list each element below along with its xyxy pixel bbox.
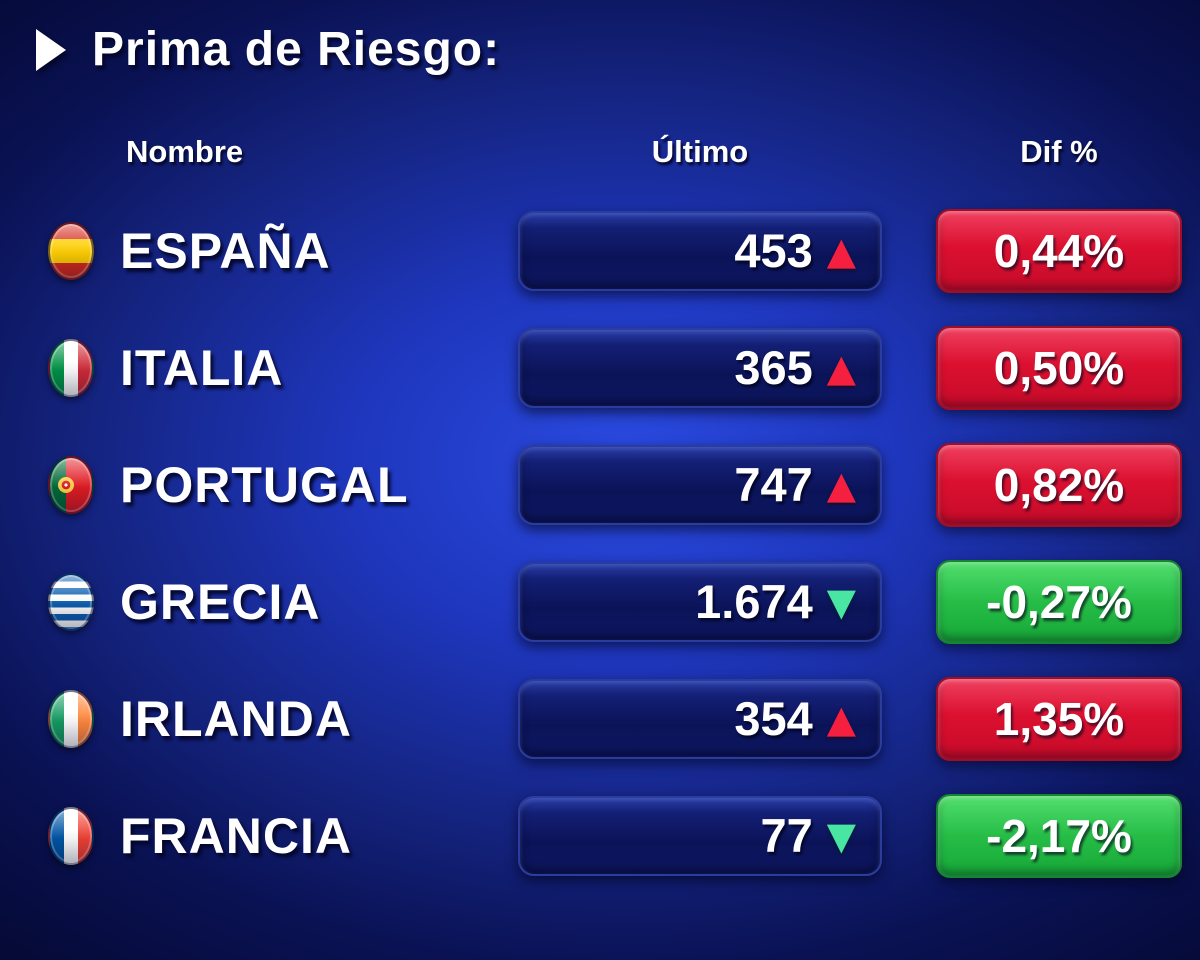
last-value-pill: 354 ▲ (518, 678, 882, 759)
country-name: ESPAÑA (120, 222, 331, 279)
trend-up-arrow-icon: ▲ (826, 345, 856, 390)
table-row: PORTUGAL 747 ▲ 0,82% (0, 426, 1200, 543)
column-header-ultimo: Último (651, 134, 749, 169)
dif-percent-badge: 0,50% (936, 325, 1182, 410)
rows-container: ESPAÑA 453 ▲ 0,44% ITALIA 365 ▲ 0,50% PO… (0, 192, 1200, 894)
dif-percent-badge: -2,17% (936, 793, 1182, 878)
country-name: GRECIA (120, 573, 321, 630)
dif-percent-badge: 1,35% (936, 676, 1182, 761)
trend-down-arrow-icon: ▼ (826, 579, 856, 624)
flag-gloss (50, 457, 92, 512)
table-row: ESPAÑA 453 ▲ 0,44% (0, 192, 1200, 309)
dif-percent-badge: 0,82% (936, 442, 1182, 527)
flag-portugal-icon (48, 455, 94, 514)
column-header-nombre: Nombre (126, 134, 244, 169)
dif-percent: 1,35% (993, 692, 1125, 745)
flag-france-icon (48, 806, 94, 865)
flag-gloss (50, 223, 92, 278)
last-value: 747 (734, 458, 813, 511)
table-row: IRLANDA 354 ▲ 1,35% (0, 660, 1200, 777)
trend-up-arrow-icon: ▲ (826, 696, 856, 741)
dif-percent: 0,50% (993, 341, 1125, 394)
last-value: 354 (734, 692, 813, 745)
country-name: ITALIA (120, 339, 284, 396)
dif-percent-badge: -0,27% (936, 559, 1182, 644)
dif-percent-badge: 0,44% (936, 208, 1182, 293)
flag-ireland-icon (48, 689, 94, 748)
last-value: 453 (734, 224, 813, 277)
dif-percent: -2,17% (986, 809, 1132, 862)
flag-spain-icon (48, 221, 94, 280)
last-value: 77 (760, 809, 813, 862)
table-row: GRECIA 1.674 ▼ -0,27% (0, 543, 1200, 660)
table-row: FRANCIA 77 ▼ -2,17% (0, 777, 1200, 894)
last-value-pill: 453 ▲ (518, 210, 882, 291)
flag-gloss (50, 691, 92, 746)
country-name: PORTUGAL (120, 456, 409, 513)
last-value-pill: 1.674 ▼ (518, 561, 882, 642)
last-value-pill: 365 ▲ (518, 327, 882, 408)
flag-italy-icon (48, 338, 94, 397)
flag-gloss (50, 340, 92, 395)
trend-up-arrow-icon: ▲ (826, 462, 856, 507)
flag-greece-icon (48, 572, 94, 631)
table-row: ITALIA 365 ▲ 0,50% (0, 309, 1200, 426)
column-headers: Nombre Último Dif % (0, 134, 1200, 174)
last-value: 365 (734, 341, 813, 394)
last-value-pill: 77 ▼ (518, 795, 882, 876)
trend-down-arrow-icon: ▼ (826, 813, 856, 858)
flag-gloss (50, 808, 92, 863)
dif-percent: 0,44% (993, 224, 1125, 277)
country-name: FRANCIA (120, 807, 352, 864)
dif-percent: 0,82% (993, 458, 1125, 511)
trend-up-arrow-icon: ▲ (826, 228, 856, 273)
dif-percent: -0,27% (986, 575, 1132, 628)
country-name: IRLANDA (120, 690, 352, 747)
last-value-pill: 747 ▲ (518, 444, 882, 525)
flag-gloss (50, 574, 92, 629)
column-header-dif: Dif % (1020, 134, 1098, 169)
title-row: Prima de Riesgo: (36, 22, 500, 77)
play-triangle-icon (36, 28, 66, 71)
last-value: 1.674 (695, 575, 813, 628)
page-title: Prima de Riesgo: (92, 23, 501, 76)
